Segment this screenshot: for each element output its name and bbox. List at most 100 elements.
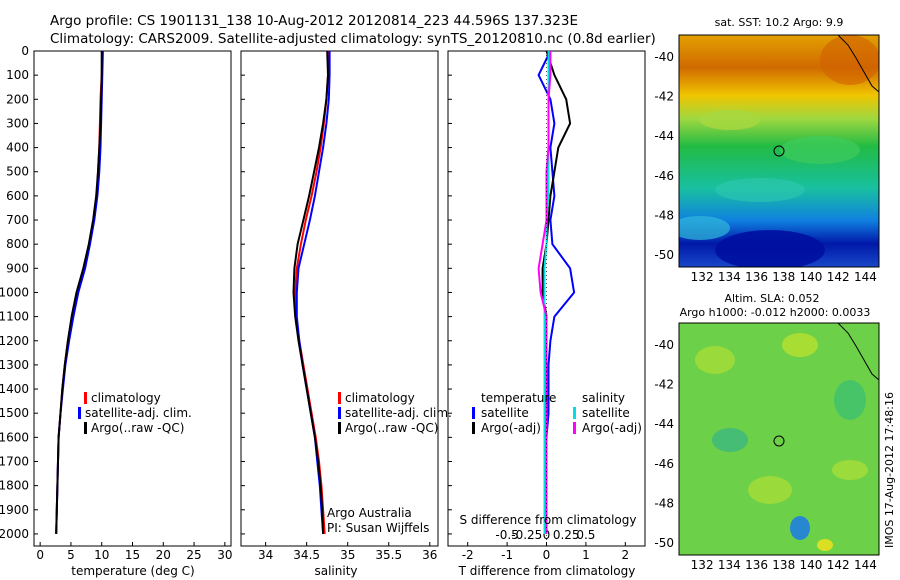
lat-tick-label: -48: [654, 208, 674, 222]
depth-tick-label: 1400: [0, 382, 29, 396]
sst-blob: [820, 35, 879, 85]
legend-swatch-s-argo: [573, 422, 576, 434]
x-tick-label: 34: [258, 548, 273, 562]
lat-tick-label: -42: [654, 377, 674, 391]
temperature-panel-frame: [33, 50, 232, 547]
depth-tick-label: 1700: [0, 454, 29, 468]
sla-blob: [782, 333, 818, 357]
sst-lat-axis: -40 -42 -44 -46 -48 -50: [654, 50, 674, 262]
x-tick-label: -1: [501, 548, 513, 562]
s-tick-label: -0.5: [495, 528, 518, 542]
lon-tick-label: 134: [718, 558, 741, 572]
difference-x-label: T difference from climatology: [458, 564, 636, 578]
depth-tick-label: 100: [6, 68, 29, 82]
sst-lon-axis: 132 134 136 138 140 142 144: [691, 270, 877, 284]
depth-axis: 0 100 200 300 400 500 600 700 800 900 1000 1100 1200…: [0, 44, 452, 541]
lat-tick-label: -44: [654, 417, 674, 431]
series-line-argo-raw-qc-: [292, 50, 329, 534]
sla-blob: [748, 476, 792, 504]
depth-tick-label: 1800: [0, 479, 29, 493]
sst-blob: [700, 110, 760, 130]
lat-tick-label: -40: [654, 338, 674, 352]
depth-tick-label: 400: [6, 141, 29, 155]
sst-blob: [715, 178, 805, 202]
sla-blob: [712, 428, 748, 452]
legend-satellite: satellite-adj. clim.: [85, 406, 192, 420]
salinity-panel-frame: [240, 50, 439, 547]
legend-swatch-satellite: [78, 407, 81, 419]
depth-tick-label: 1000: [0, 285, 29, 299]
legend-swatch-s-satellite: [573, 407, 576, 419]
sla-blob: [817, 539, 833, 551]
temperature-series: [55, 50, 104, 534]
depth-tick-label: 1200: [0, 334, 29, 348]
lon-tick-label: 132: [691, 558, 714, 572]
s-tick-label: -0.25: [511, 528, 542, 542]
difference-legend: temperature salinity satellite Argo(-adj…: [472, 391, 642, 435]
depth-tick-label: 1300: [0, 358, 29, 372]
legend-swatch-t-argo: [472, 422, 475, 434]
sst-blob: [780, 136, 860, 164]
annotation-program: Argo Australia: [327, 506, 412, 520]
legend-argo: Argo(..raw -QC): [91, 421, 184, 435]
x-tick-label: 10: [94, 548, 109, 562]
lon-tick-label: 144: [854, 558, 877, 572]
depth-tick-label: 200: [6, 92, 29, 106]
sla-blob: [695, 346, 735, 374]
lon-tick-label: 136: [745, 558, 768, 572]
lat-tick-label: -50: [654, 536, 674, 550]
legend-argo: Argo(..raw -QC): [345, 421, 438, 435]
x-tick-label: -2: [462, 548, 474, 562]
temperature-x-label: temperature (deg C): [71, 564, 194, 578]
lon-tick-label: 140: [800, 270, 823, 284]
temperature-legend: climatology satellite-adj. clim. Argo(..…: [78, 391, 192, 435]
s-difference-label: S difference from climatology: [460, 513, 637, 527]
legend-swatch-t-satellite: [472, 407, 475, 419]
lon-tick-label: 134: [718, 270, 741, 284]
series-line-salinity-argo-adj-: [537, 51, 552, 534]
depth-tick-label: 300: [6, 116, 29, 130]
sst-map-frame: [678, 34, 880, 268]
annotation-pi: PI: Susan Wijffels: [327, 521, 429, 535]
legend-t-satellite: satellite: [481, 406, 529, 420]
lon-tick-label: 142: [827, 558, 850, 572]
sla-lat-axis: -40 -42 -44 -46 -48 -50: [654, 338, 674, 550]
series-line-satellite-adj-clim-: [55, 50, 104, 534]
sla-map-title-2: Argo h1000: -0.012 h2000: 0.0033: [680, 306, 871, 319]
legend-climatology: climatology: [345, 391, 415, 405]
x-tick-label: 2: [621, 548, 629, 562]
sst-float-marker: [773, 145, 785, 157]
sla-blob: [834, 380, 866, 420]
salinity-series: [292, 50, 331, 534]
lat-tick-label: -42: [654, 89, 674, 103]
lat-tick-label: -50: [654, 248, 674, 262]
lat-tick-label: -46: [654, 169, 674, 183]
depth-tick-label: 900: [6, 261, 29, 275]
depth-tick-label: 1900: [0, 503, 29, 517]
lat-tick-label: -48: [654, 496, 674, 510]
legend-swatch-argo: [338, 422, 341, 434]
legend-temperature-header: temperature: [481, 391, 556, 405]
legend-swatch-argo: [84, 422, 87, 434]
figure-title-line2: Climatology: CARS2009. Satellite-adjuste…: [50, 31, 656, 47]
lon-tick-label: 138: [772, 558, 795, 572]
sst-map-title: sat. SST: 10.2 Argo: 9.9: [715, 16, 844, 29]
sla-map: [678, 322, 880, 556]
legend-s-satellite: satellite: [582, 406, 630, 420]
s-tick-label: 0.25: [553, 528, 580, 542]
coastline: [837, 35, 879, 93]
x-tick-label: 35.5: [375, 548, 402, 562]
x-tick-label: 36: [422, 548, 437, 562]
lon-tick-label: 132: [691, 270, 714, 284]
x-tick-label: 34.5: [293, 548, 320, 562]
sla-float-marker: [773, 435, 785, 447]
lon-tick-label: 136: [745, 270, 768, 284]
salinity-x-axis: 34 34.5 35 35.5 36: [258, 542, 437, 562]
coastline: [837, 323, 879, 381]
sla-map-frame: [678, 322, 880, 556]
legend-swatch-climatology: [338, 392, 341, 404]
x-tick-label: 35: [340, 548, 355, 562]
depth-tick-label: 800: [6, 237, 29, 251]
x-tick-label: 15: [125, 548, 140, 562]
